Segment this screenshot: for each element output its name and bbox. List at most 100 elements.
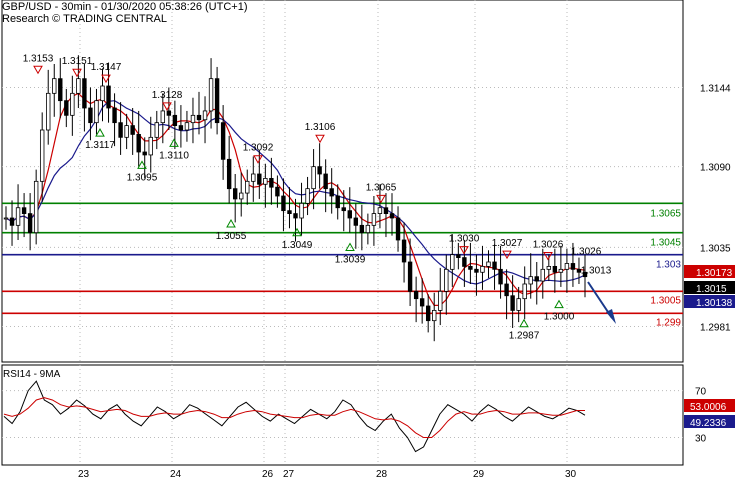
price-tag-label: 1.30138 <box>696 298 733 309</box>
candle-body <box>208 78 214 112</box>
swing-high-label: 1.3147 <box>91 62 122 73</box>
swing-low-marker <box>137 160 147 169</box>
level-label-resistance: 1.3065 <box>650 208 681 219</box>
candle-body <box>15 207 21 226</box>
candle-body <box>251 173 256 182</box>
swing-high-label: 1.3092 <box>243 143 274 154</box>
candle-body <box>516 298 521 311</box>
swing-low-label: 1.3055 <box>216 231 247 242</box>
candle-body <box>226 158 232 190</box>
candle-body <box>106 85 111 109</box>
candle-body <box>570 263 576 270</box>
candle-body <box>27 213 33 234</box>
candle-body <box>148 136 153 156</box>
swing-low-marker <box>519 318 529 328</box>
swing-high-label: 1.3027 <box>492 238 523 249</box>
swing-low-label: 1.2987 <box>509 331 540 342</box>
candle-body <box>94 100 99 124</box>
swing-high-marker <box>253 155 263 164</box>
candle-body <box>33 180 39 234</box>
chart-title: GBP/USD - 30min - 01/30/2020 05:38:26 (U… <box>2 1 248 13</box>
swing-low-label: 1.3039 <box>335 254 366 265</box>
candle-body <box>52 78 57 94</box>
candle-body <box>413 290 419 300</box>
candle-body <box>462 257 467 267</box>
rsi-tag-bg <box>684 399 735 412</box>
swing-high-marker <box>72 68 82 78</box>
candle-body <box>9 217 15 226</box>
swing-low-marker <box>226 218 236 228</box>
candle-body <box>82 78 87 109</box>
rsi-ma-line <box>3 397 585 438</box>
rsi-line <box>3 380 586 453</box>
forecast-arrow-head <box>606 309 616 324</box>
candle-body <box>154 122 159 138</box>
candle-body <box>359 224 365 234</box>
candle-body <box>450 254 455 270</box>
candle-body <box>432 309 437 322</box>
candle-body <box>178 125 184 131</box>
level-label-support: 1.3005 <box>650 295 681 306</box>
candle-body <box>166 110 172 116</box>
swing-low-label: 1.3110 <box>159 150 189 161</box>
ma-slow-line <box>5 100 586 285</box>
candle-body <box>564 263 570 270</box>
candle-body <box>257 173 262 185</box>
candle-body <box>407 261 413 292</box>
price-tick-label: 1.3035 <box>700 243 731 254</box>
swing-high-label: 1.3106 <box>305 122 336 133</box>
level-label-pivot: 1.303 <box>656 260 681 271</box>
rsi-title: RSI14 - 9MA <box>3 369 61 380</box>
level-label-support: 1.299 <box>656 317 681 328</box>
price-tick-label: 1.2981 <box>700 323 731 334</box>
swing-low-marker <box>292 227 302 237</box>
candle-body <box>269 177 274 188</box>
swing-high-label: 1.3026 <box>533 240 564 251</box>
swing-high-marker <box>162 102 172 111</box>
candle-body <box>196 114 202 121</box>
time-tick-label: 24 <box>170 469 182 480</box>
level-label-resistance: 1.3045 <box>650 238 681 249</box>
swing-high-label: 1.3153 <box>23 53 54 64</box>
swing-low-label: 1.3117 <box>85 140 115 151</box>
candle-body <box>383 207 389 215</box>
candle-body <box>287 210 292 215</box>
candle-body <box>341 207 346 212</box>
candle-body <box>546 265 552 270</box>
candle-body <box>214 78 220 124</box>
candle-body <box>232 188 238 200</box>
price-tag-label: 1.30173 <box>696 268 733 279</box>
price-tag-bg <box>684 281 735 294</box>
candle-body <box>76 78 81 94</box>
time-tick-label: 27 <box>283 469 295 480</box>
candle-body <box>468 265 473 270</box>
candle-body <box>311 166 316 190</box>
price-annotation-label: 1.3013 <box>581 266 612 277</box>
candle-body <box>202 110 208 121</box>
candle-body <box>444 268 449 292</box>
candle-body <box>275 186 280 197</box>
swing-high-marker <box>315 134 325 144</box>
candle-body <box>534 276 539 282</box>
candle-body <box>480 265 485 273</box>
swing-low-marker <box>95 128 105 137</box>
candle-body <box>305 188 310 204</box>
chart-source: Research © TRADING CENTRAL <box>2 13 167 25</box>
candle-body <box>64 100 69 116</box>
candle-body <box>329 188 334 197</box>
candle-body <box>425 305 431 322</box>
candle-body <box>419 298 425 307</box>
candle-body <box>438 290 443 311</box>
swing-low-label: 1.3049 <box>282 240 313 251</box>
candle-body <box>160 110 166 124</box>
candle-body <box>124 125 129 138</box>
candle-body <box>323 173 328 190</box>
rsi-panel-frame <box>1 364 684 466</box>
candle-body <box>552 265 558 273</box>
time-tick-label: 23 <box>78 469 90 480</box>
candle-body <box>112 107 117 124</box>
candle-body <box>335 195 340 209</box>
candle-body <box>70 92 75 116</box>
candle-body <box>299 202 304 219</box>
